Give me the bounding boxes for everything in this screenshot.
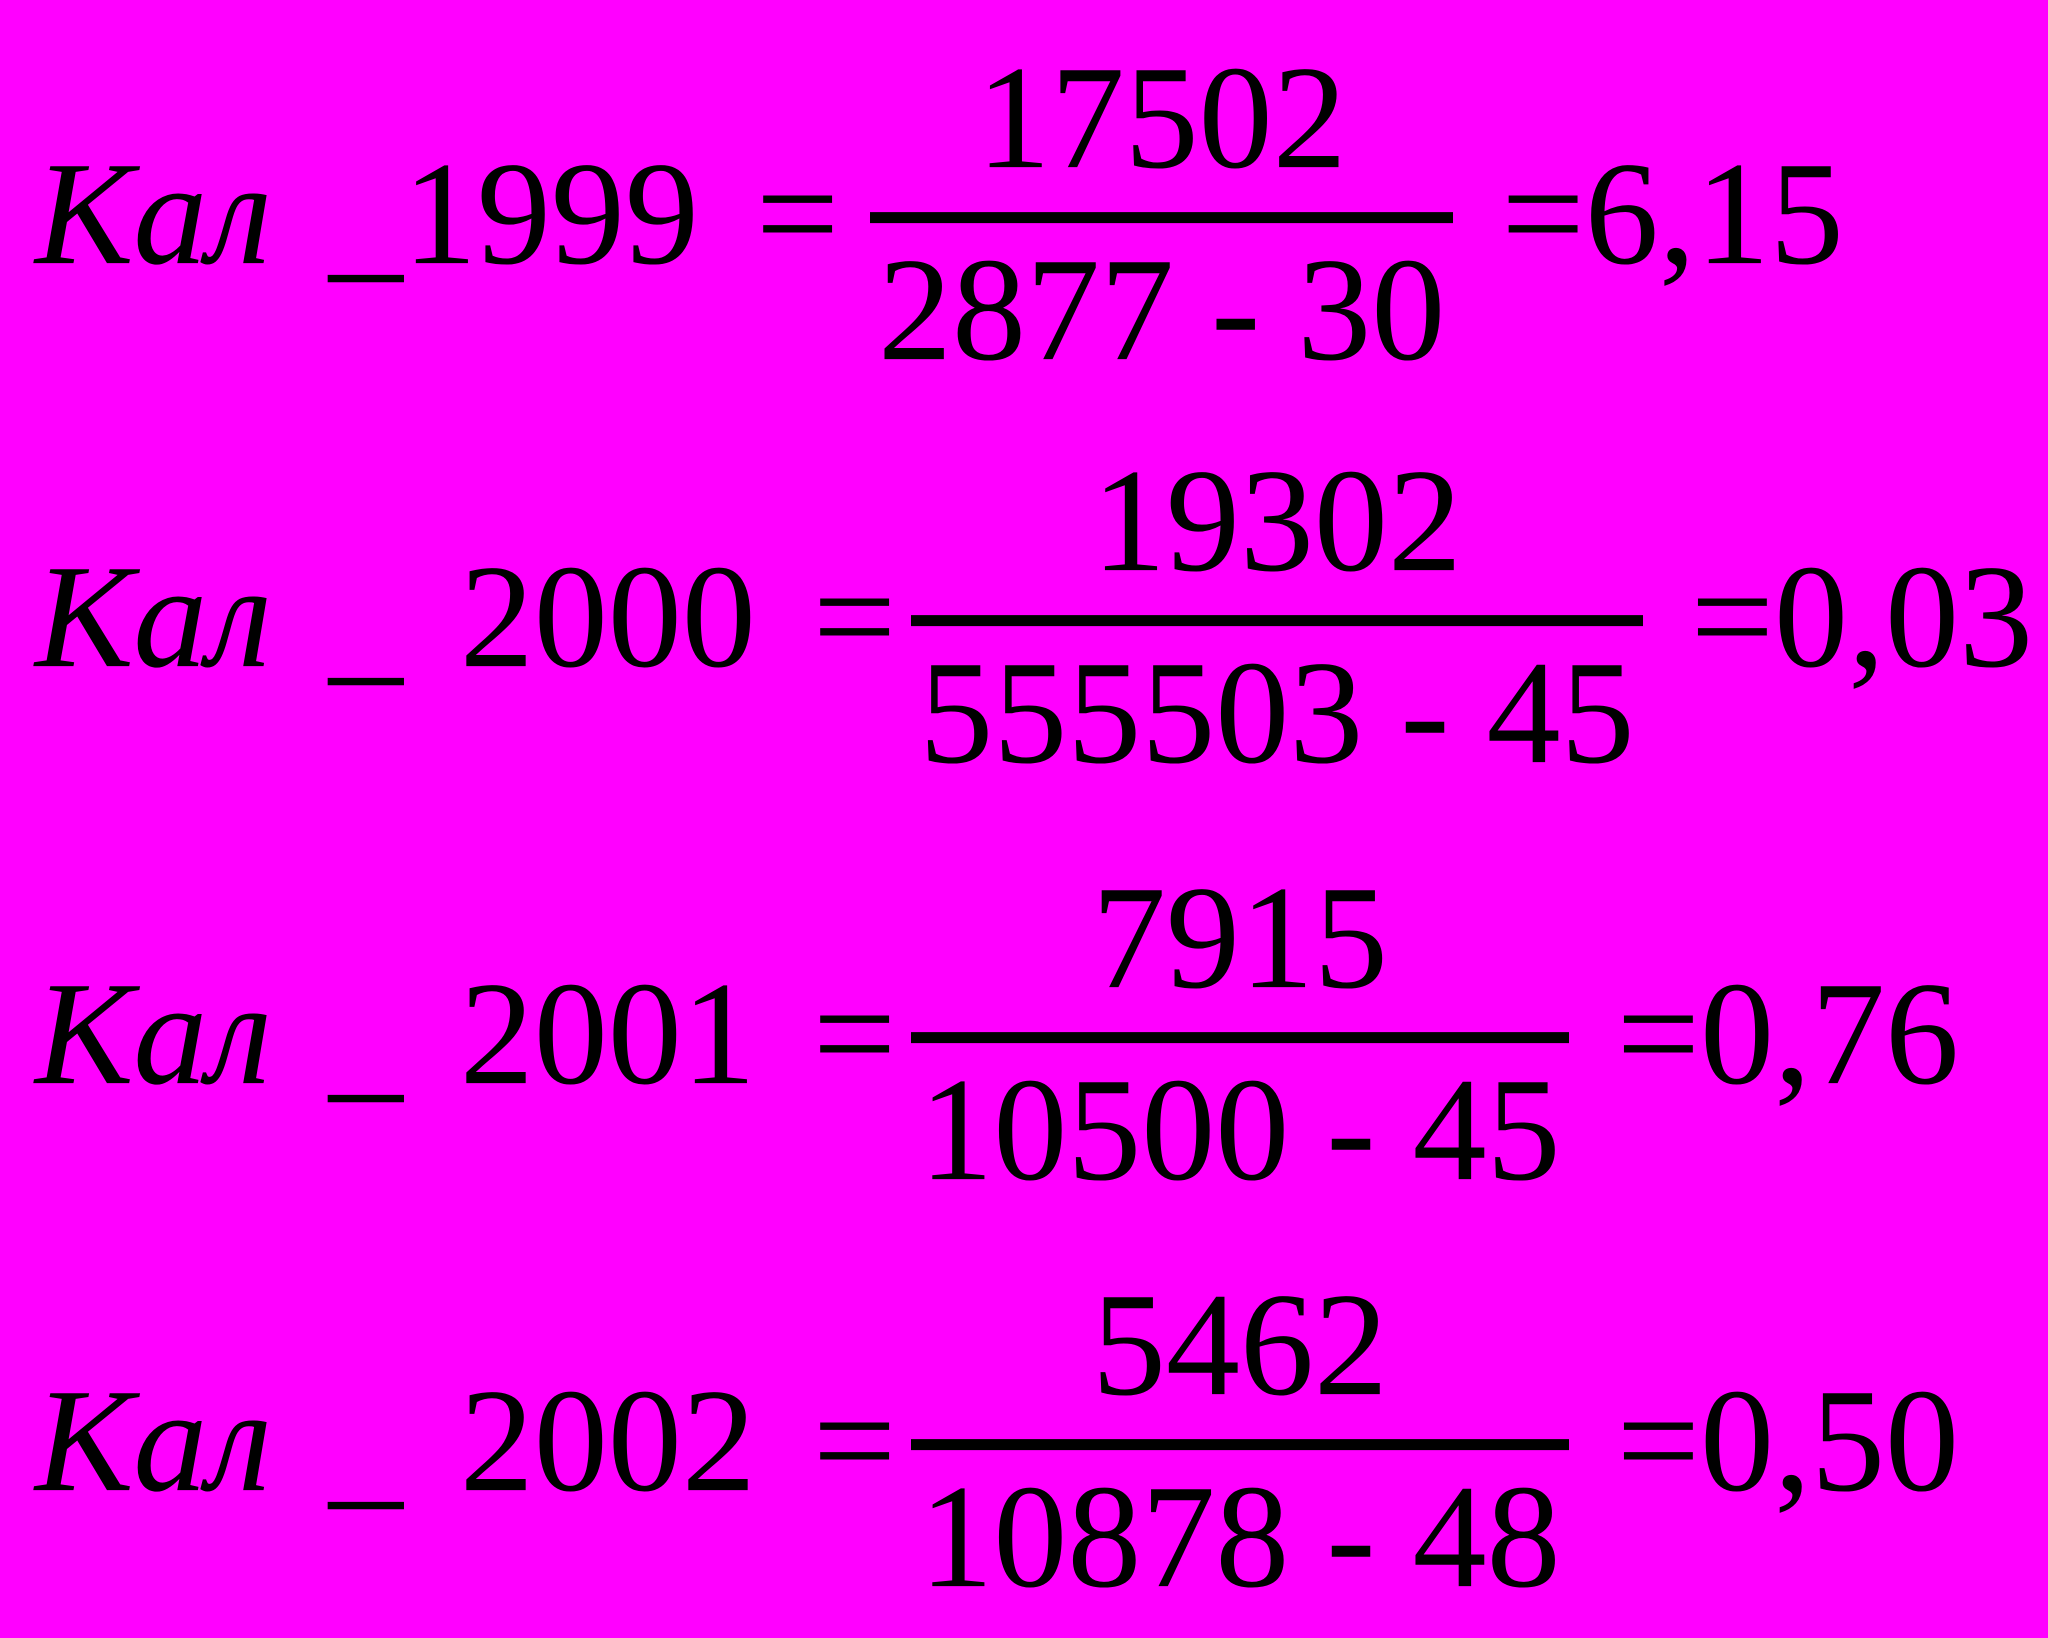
formula-result: =0,03 [1690, 535, 2034, 700]
fraction: 17502 2877 - 30 [870, 36, 1454, 393]
year-subscript: _1999 [271, 132, 756, 297]
fraction: 19302 555503 - 45 [911, 439, 1643, 796]
fraction-denominator: 555503 - 45 [919, 631, 1635, 796]
formula-lhs: Кал _1999 = [35, 137, 855, 292]
fraction-numerator: 19302 [1091, 439, 1462, 604]
formula-lhs: Кал _ 2002 = [35, 1364, 896, 1519]
fraction-numerator: 17502 [976, 36, 1347, 201]
fraction-bar [911, 1032, 1569, 1044]
year-subscript: _ 2000 [271, 535, 813, 700]
formula-row-1999: Кал _1999 = 17502 2877 - 30 =6,15 [35, 36, 1844, 393]
formula-lhs: Кал _ 2000 = [35, 540, 896, 695]
equals-sign: = [812, 952, 897, 1117]
formula-result: =6,15 [1501, 132, 1844, 297]
year-subscript: _ 2002 [271, 1359, 813, 1524]
fraction: 5462 10878 - 48 [911, 1263, 1569, 1620]
formula-row-2001: Кал _ 2001 = 7915 10500 - 45 =0,76 [35, 856, 1960, 1213]
fraction-numerator: 5462 [1091, 1263, 1388, 1428]
formula-result: =0,76 [1616, 952, 1960, 1117]
formula-row-2002: Кал _ 2002 = 5462 10878 - 48 =0,50 [35, 1263, 1960, 1620]
variable-name: Кал [35, 535, 272, 700]
fraction-denominator: 10878 - 48 [919, 1455, 1561, 1620]
fraction-bar [870, 212, 1454, 224]
formula-lhs: Кал _ 2001 = [35, 957, 896, 1112]
fraction-numerator: 7915 [1091, 856, 1388, 1021]
variable-name: Кал [35, 132, 272, 297]
fraction-denominator: 2877 - 30 [878, 228, 1446, 393]
formula-row-2000: Кал _ 2000 = 19302 555503 - 45 =0,03 [35, 439, 2034, 796]
equals-sign: = [812, 535, 897, 700]
fraction-denominator: 10500 - 45 [919, 1048, 1561, 1213]
variable-name: Кал [35, 1359, 272, 1524]
fraction-bar [911, 1439, 1569, 1451]
fraction-bar [911, 615, 1643, 627]
variable-name: Кал [35, 952, 272, 1117]
equals-sign: = [755, 132, 840, 297]
fraction: 7915 10500 - 45 [911, 856, 1569, 1213]
formula-result: =0,50 [1616, 1359, 1960, 1524]
year-subscript: _ 2001 [271, 952, 813, 1117]
equals-sign: = [812, 1359, 897, 1524]
